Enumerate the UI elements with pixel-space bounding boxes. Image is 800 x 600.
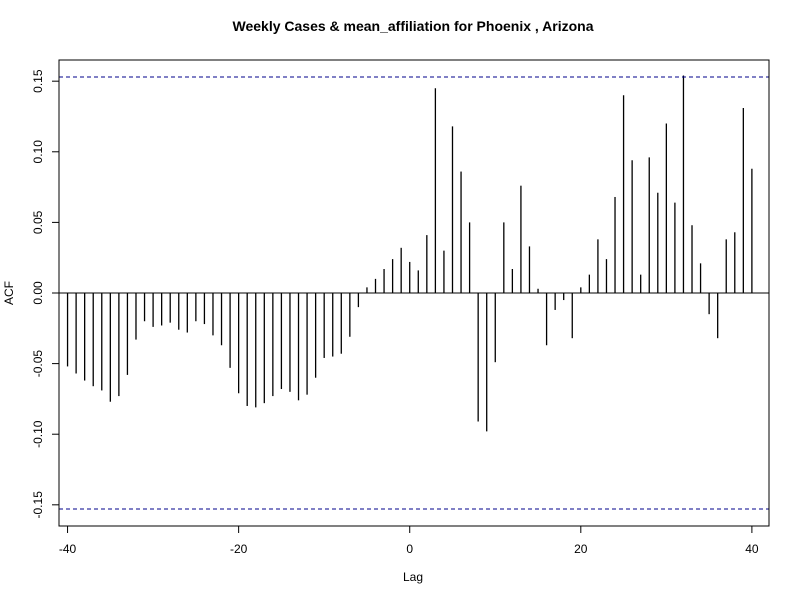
y-axis-label: ACF [2,281,16,305]
x-tick-label: 40 [745,542,759,556]
x-tick-label: 20 [574,542,588,556]
y-tick-label: 0.00 [31,281,45,305]
y-axis: -0.15 -0.10 -0.05 0.00 0.05 0.10 0.15 [31,69,59,518]
chart-title: Weekly Cases & mean_affiliation for Phoe… [233,18,594,34]
y-tick-label: -0.05 [31,350,45,378]
y-tick-label: 0.10 [31,140,45,164]
y-tick-label: -0.15 [31,491,45,519]
y-tick-label: 0.15 [31,69,45,93]
x-axis: -40 -20 0 20 40 [59,526,759,556]
bars-group [66,75,753,432]
x-tick-label: -40 [59,542,77,556]
x-tick-label: -20 [230,542,248,556]
x-tick-label: 0 [406,542,413,556]
y-tick-label: -0.10 [31,420,45,448]
y-tick-label: 0.05 [31,210,45,234]
x-axis-label: Lag [403,570,423,584]
confidence-band-group [59,76,769,510]
